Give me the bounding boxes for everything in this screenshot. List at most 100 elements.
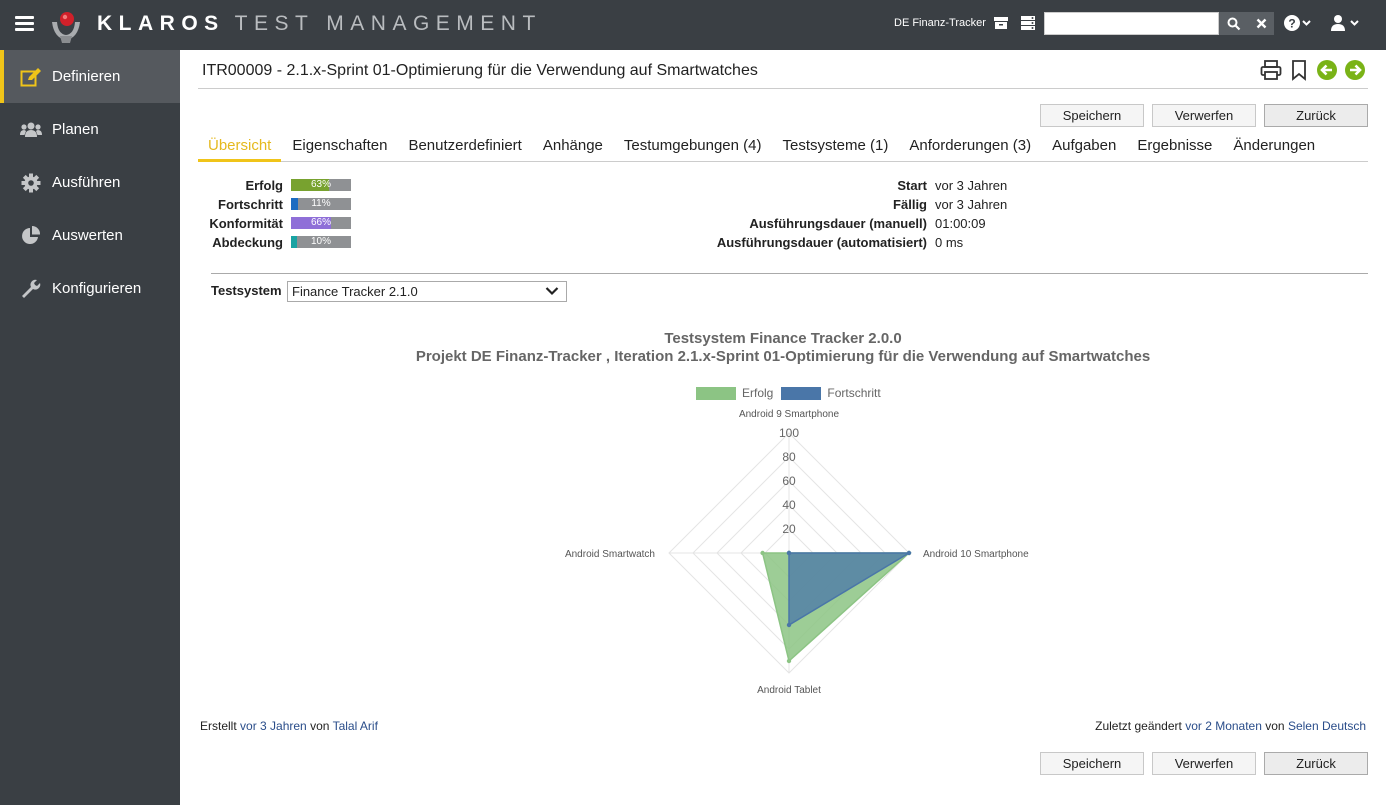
testsystem-select[interactable]: Finance Tracker 2.1.0 [287,281,567,302]
back-button-bottom[interactable]: Zurück [1264,752,1368,775]
info-value-faellig: vor 3 Jahren [935,197,1008,212]
back-button[interactable]: Zurück [1264,104,1368,127]
radar-tick-label: 80 [782,450,796,464]
info-label-start: Start [897,178,927,193]
klaros-logo[interactable] [48,8,84,44]
legend-item-fortschritt[interactable]: Fortschritt [781,386,881,400]
radar-point [786,622,792,628]
radar-point [906,550,912,556]
project-selector[interactable]: DE Finanz-Tracker [894,17,986,29]
stat-label-fortschritt: Fortschritt [218,197,283,212]
changed-by-link[interactable]: Selen Deutsch [1287,719,1366,733]
sidebar-item-label: Definieren [52,68,121,85]
gear-icon [21,173,41,192]
print-icon [1260,60,1282,80]
tab-ergebnisse[interactable]: Ergebnisse [1137,137,1213,154]
radar-tick-label: 100 [779,426,799,440]
sidebar-item-label: Konfigurieren [52,280,142,297]
legend-label-fortschritt: Fortschritt [827,386,881,400]
info-value-dauer-automatisiert: 0 ms [935,235,964,250]
save-button[interactable]: Speichern [1040,104,1144,127]
legend-label-erfolg: Erfolg [742,386,774,400]
tab-benutzerdefiniert[interactable]: Benutzerdefiniert [408,137,522,154]
testsystem-label: Testsystem [211,283,282,298]
stat-label-abdeckung: Abdeckung [212,235,283,250]
chart-title: Testsystem Finance Tracker 2.0.0 [664,330,902,347]
save-button-bottom[interactable]: Speichern [1040,752,1144,775]
sidebar-item-ausfuehren[interactable]: Ausführen [0,156,180,209]
next-button[interactable] [1344,59,1366,81]
tab-eigenschaften[interactable]: Eigenschaften [292,137,388,154]
discard-button[interactable]: Verwerfen [1152,104,1256,127]
sidebar-item-label: Ausführen [52,174,121,191]
search-input[interactable] [1044,12,1219,35]
sidebar-item-konfigurieren[interactable]: Konfigurieren [0,262,180,315]
svg-text:?: ? [1288,17,1295,31]
radar-point [760,550,765,556]
radar-axis-label: Android 9 Smartphone [739,409,840,420]
radar-point [786,550,792,556]
tab-aenderungen[interactable]: Änderungen [1233,137,1316,154]
search-button[interactable] [1219,12,1248,35]
bookmark-button[interactable] [1288,59,1310,81]
changed-prefix: Zuletzt geändert [1095,719,1182,733]
radar-tick-label: 60 [782,474,796,488]
wrench-icon [22,279,41,298]
info-label-dauer-manuell: Ausführungsdauer (manuell) [749,216,927,231]
pencil-square-icon [20,67,41,86]
arrow-left-circle-icon [1317,60,1337,80]
tab-testumgebungen[interactable]: Testumgebungen (4) [623,137,762,154]
chart-legend: Erfolg Fortschritt [696,386,889,400]
print-button[interactable] [1260,59,1282,81]
tab-aufgaben[interactable]: Aufgaben [1052,137,1117,154]
sidebar-item-label: Planen [52,121,99,138]
progress-bar-konformitaet: 66% [291,217,351,229]
tab-anhaenge[interactable]: Anhänge [542,137,603,154]
help-icon[interactable]: ? [1283,14,1313,32]
brand-secondary: TEST MANAGEMENT [234,12,542,35]
chevron-down-icon [545,287,559,296]
created-when-link[interactable]: vor 3 Jahren [240,719,307,733]
testsystem-selected: Finance Tracker 2.1.0 [292,284,418,299]
top-bar: KLAROS TEST MANAGEMENT DE Finanz-Tracker … [0,0,1386,50]
main-content: ITR00009 - 2.1.x-Sprint 01-Optimierung f… [180,50,1386,805]
created-by-link[interactable]: Talal Arif [332,719,378,733]
close-icon [1256,18,1266,29]
radar-tick-label: 20 [782,522,796,536]
radar-axis-label: Android Smartwatch [565,549,655,560]
sidebar-item-definieren[interactable]: Definieren [0,50,180,103]
title-divider [198,88,1368,89]
search-icon [1227,17,1240,30]
brand-primary: KLAROS [97,12,225,35]
legend-item-erfolg[interactable]: Erfolg [696,386,773,400]
created-info: Erstellt vor 3 Jahren von Talal Arif [200,719,378,733]
tab-uebersicht[interactable]: Übersicht [198,134,282,162]
radar-point [786,658,792,664]
legend-swatch-fortschritt [781,386,822,400]
server-icon[interactable] [1019,14,1037,32]
info-value-dauer-manuell: 01:00:09 [935,216,986,231]
sidebar: Definieren Planen Ausführen Auswerten [0,50,180,805]
title-actions [1260,59,1366,81]
arrow-right-circle-icon [1345,60,1365,80]
chart-subtitle: Projekt DE Finanz-Tracker , Iteration 2.… [415,348,1151,365]
sidebar-item-auswerten[interactable]: Auswerten [0,209,180,262]
previous-button[interactable] [1316,59,1338,81]
tab-testsysteme[interactable]: Testsysteme (1) [782,137,889,154]
info-label-dauer-automatisiert: Ausführungsdauer (automatisiert) [716,235,927,250]
user-menu-icon[interactable] [1330,14,1362,32]
created-prefix: Erstellt [200,719,237,733]
archive-icon[interactable] [992,14,1010,32]
menu-icon[interactable] [15,16,34,32]
clear-search-button[interactable] [1248,12,1274,35]
radar-series-fortschritt [788,552,912,627]
tab-bar: Übersicht Eigenschaften Benutzerdefinier… [198,134,1368,162]
brand: KLAROS TEST MANAGEMENT [97,12,542,36]
discard-button-bottom[interactable]: Verwerfen [1152,752,1256,775]
users-icon [20,122,42,137]
tab-anforderungen[interactable]: Anforderungen (3) [909,137,1032,154]
changed-when-link[interactable]: vor 2 Monaten [1185,719,1262,733]
sidebar-item-planen[interactable]: Planen [0,103,180,156]
stat-label-konformitaet: Konformität [209,216,283,231]
bookmark-icon [1292,60,1306,81]
